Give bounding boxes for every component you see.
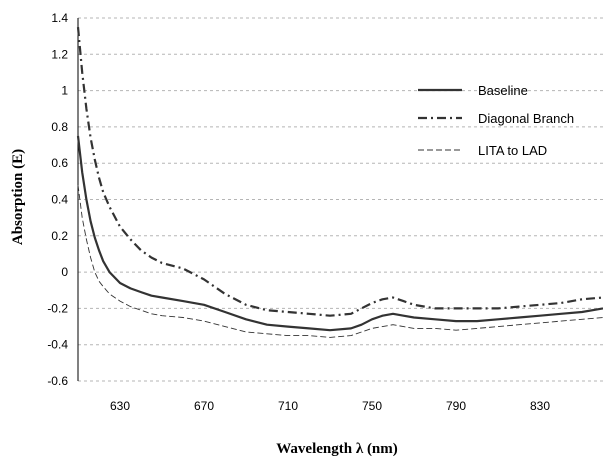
y-tick-label: 0.8	[51, 120, 68, 134]
series-line-3	[77, 184, 603, 338]
x-tick-labels: 630 670 710 750 790 830	[110, 399, 550, 413]
y-tick-label: 1.2	[51, 47, 68, 61]
legend-label-1: Baseline	[478, 83, 528, 98]
y-tick-label: -0.6	[47, 374, 68, 388]
x-tick-label: 670	[194, 399, 214, 413]
y-tick-label: 0.6	[51, 156, 68, 170]
legend-label-3: LITA to LAD	[478, 143, 547, 158]
x-tick-label: 790	[446, 399, 466, 413]
y-tick-label: -0.4	[47, 338, 68, 352]
y-tick-label: 1	[61, 84, 68, 98]
y-axis-title: Absorption (E)	[10, 149, 26, 245]
series-line-1	[76, 135, 603, 332]
legend: Baseline Diagonal Branch LITA to LAD	[418, 83, 574, 158]
x-tick-label: 630	[110, 399, 130, 413]
y-tick-label: 0.4	[51, 193, 68, 207]
series-lines	[76, 26, 603, 338]
y-tick-label: 0	[61, 265, 68, 279]
legend-label-2: Diagonal Branch	[478, 111, 574, 126]
grid-lines	[78, 17, 603, 382]
x-tick-label: 830	[530, 399, 550, 413]
y-tick-label: 1.4	[51, 11, 68, 25]
x-tick-label: 750	[362, 399, 382, 413]
series-line-2	[76, 26, 603, 317]
y-tick-label: -0.2	[47, 301, 68, 315]
x-tick-label: 710	[278, 399, 298, 413]
y-tick-labels: -0.6 -0.4 -0.2 0 0.2 0.4 0.6 0.8 1 1.2 1.4	[47, 11, 68, 388]
x-axis-title: Wavelength λ (nm)	[276, 441, 398, 457]
y-tick-label: 0.2	[51, 229, 68, 243]
